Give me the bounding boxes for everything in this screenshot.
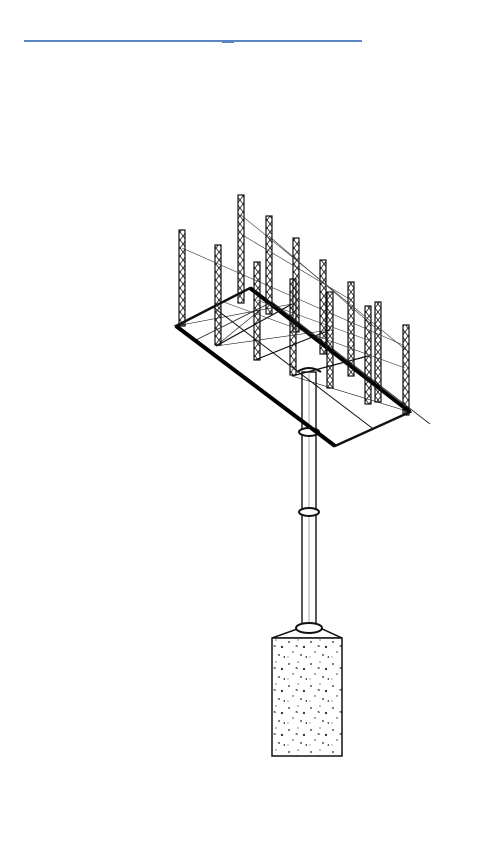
header-rule-line <box>24 40 362 42</box>
monopole <box>295 367 323 634</box>
header-rule-tick <box>222 40 234 43</box>
bracing-cables <box>181 214 407 369</box>
truss-platform <box>173 286 431 448</box>
concrete-footing <box>271 627 343 757</box>
lattice-columns <box>178 194 410 416</box>
